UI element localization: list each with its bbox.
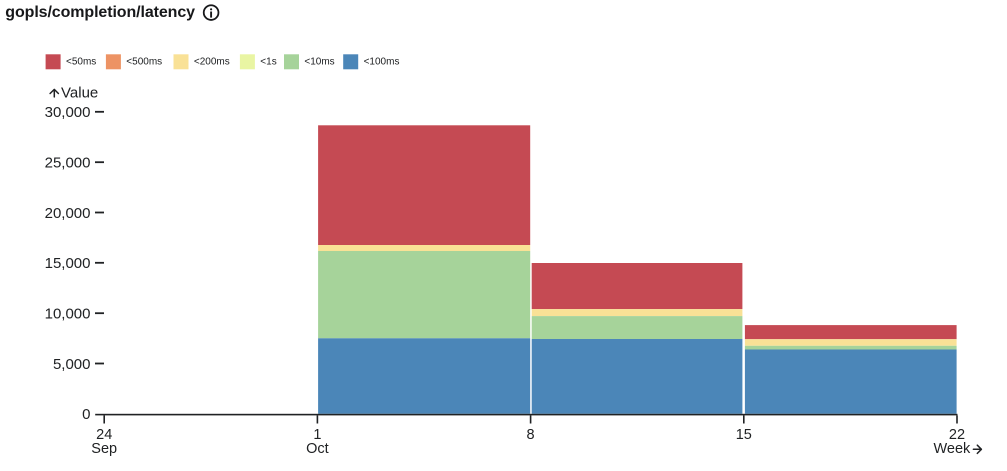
svg-text:Value: Value — [61, 84, 98, 101]
svg-text:5,000: 5,000 — [53, 356, 91, 373]
svg-text:30,000: 30,000 — [45, 104, 91, 121]
svg-text:Oct: Oct — [306, 441, 329, 457]
svg-text:15: 15 — [736, 427, 752, 443]
svg-text:<100ms: <100ms — [364, 57, 400, 68]
svg-text:<500ms: <500ms — [126, 57, 162, 68]
svg-text:25,000: 25,000 — [45, 155, 91, 172]
svg-text:15,000: 15,000 — [45, 255, 91, 272]
svg-text:<10ms: <10ms — [304, 57, 334, 68]
svg-text:<50ms: <50ms — [66, 57, 96, 68]
svg-text:8: 8 — [527, 427, 535, 443]
svg-text:20,000: 20,000 — [45, 205, 91, 222]
svg-text:<200ms: <200ms — [194, 57, 230, 68]
svg-text:10,000: 10,000 — [45, 306, 91, 323]
svg-text:24: 24 — [96, 427, 112, 443]
svg-text:1: 1 — [313, 427, 321, 443]
svg-text:0: 0 — [82, 406, 90, 423]
svg-text:Week: Week — [933, 441, 971, 457]
svg-text:22: 22 — [949, 427, 965, 443]
svg-text:<1s: <1s — [260, 57, 276, 68]
svg-text:gopls/completion/latency: gopls/completion/latency — [5, 4, 195, 21]
svg-text:Sep: Sep — [91, 441, 117, 457]
